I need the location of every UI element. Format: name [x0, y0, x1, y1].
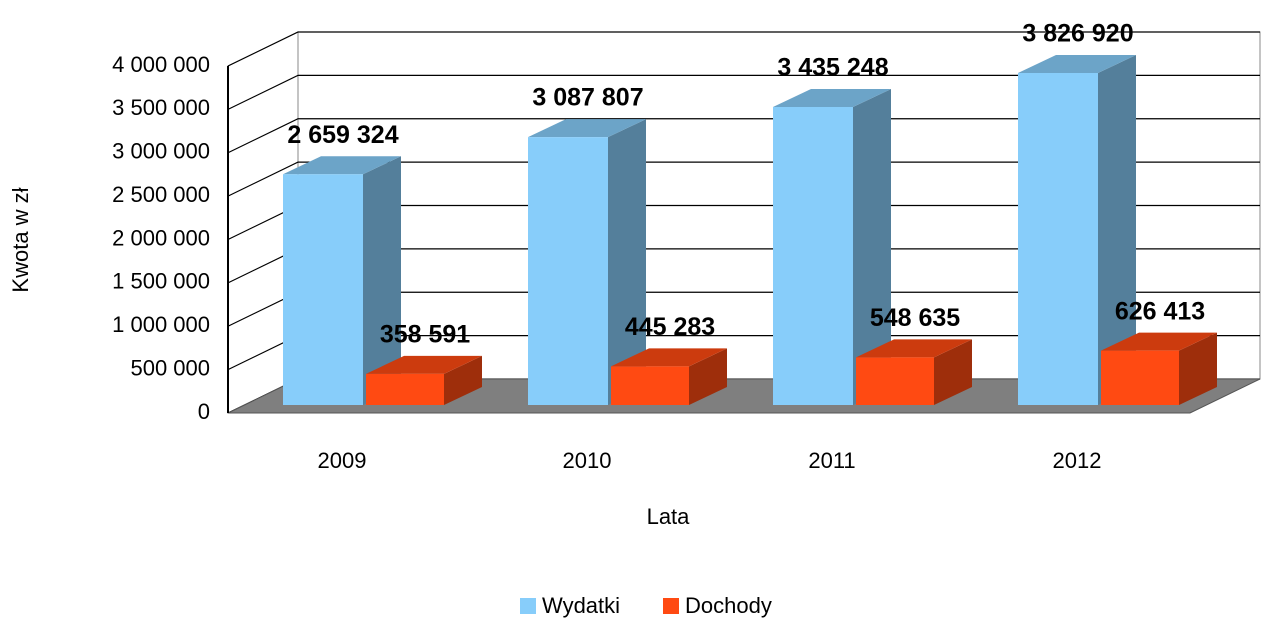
bar-face: [773, 88, 891, 107]
bar: [1018, 55, 1136, 406]
data-label: 3 087 807: [532, 84, 643, 112]
bar-face: [1018, 55, 1136, 74]
bar-face: [528, 119, 646, 138]
data-label: 445 283: [625, 313, 715, 341]
bar-face: [608, 119, 646, 405]
bar-face: [366, 373, 444, 405]
y-tick-label: 0: [198, 399, 210, 424]
bar-face: [773, 106, 853, 405]
grid-line: [227, 161, 1260, 197]
y-tick-label: 2 500 000: [112, 182, 210, 207]
y-tick-label: 4 000 000: [112, 52, 210, 77]
x-tick-label: 2012: [1053, 448, 1102, 473]
bar: [856, 339, 972, 405]
bar: [1101, 332, 1217, 405]
bar-face: [611, 366, 689, 405]
y-axis-title: Kwota w zł: [8, 187, 33, 292]
bar-face: [528, 137, 608, 405]
bar-face: [1179, 332, 1217, 405]
grid-line: [227, 74, 1260, 110]
y-tick-label: 1 000 000: [112, 312, 210, 337]
y-tick-label: 1 500 000: [112, 269, 210, 294]
bar: [366, 355, 482, 405]
bar-face: [1098, 55, 1136, 406]
data-label: 3 826 920: [1022, 20, 1133, 48]
bar-face: [444, 355, 482, 405]
grid-line: [227, 118, 1260, 154]
bar-face: [363, 156, 401, 405]
data-label: 3 435 248: [777, 54, 888, 82]
bar-face: [1101, 350, 1179, 405]
bar: [611, 348, 727, 405]
y-tick-label: 500 000: [130, 355, 210, 380]
y-tick-label: 2 000 000: [112, 225, 210, 250]
bar-face: [856, 339, 972, 358]
x-tick-label: 2011: [808, 448, 855, 473]
floor: [227, 378, 1261, 414]
bar-face: [366, 355, 482, 374]
bar-face: [1101, 332, 1217, 351]
bar-face: [856, 357, 934, 405]
y-tick-label: 3 500 000: [112, 95, 210, 120]
bar-face: [853, 88, 891, 405]
legend-label: Wydatki: [542, 593, 620, 618]
bar-face: [1018, 73, 1098, 406]
bar: [528, 119, 646, 405]
bar-face: [689, 348, 727, 405]
bar-face: [283, 156, 401, 175]
x-axis-title: Lata: [647, 504, 691, 529]
legend-label: Dochody: [685, 593, 772, 618]
legend-swatch: [520, 598, 536, 614]
bar-face: [611, 348, 727, 367]
data-label: 548 635: [870, 304, 960, 332]
data-label: 358 591: [380, 321, 470, 349]
data-label: 626 413: [1115, 297, 1205, 325]
bar: [283, 156, 401, 405]
x-tick-label: 2009: [318, 448, 367, 473]
y-tick-label: 3 000 000: [112, 139, 210, 164]
grid-line: [227, 31, 1260, 67]
bar: [773, 88, 891, 405]
bar-face: [283, 174, 363, 405]
bar-face: [934, 339, 972, 405]
x-tick-label: 2010: [563, 448, 612, 473]
data-label: 2 659 324: [287, 121, 398, 149]
legend-swatch: [663, 598, 679, 614]
